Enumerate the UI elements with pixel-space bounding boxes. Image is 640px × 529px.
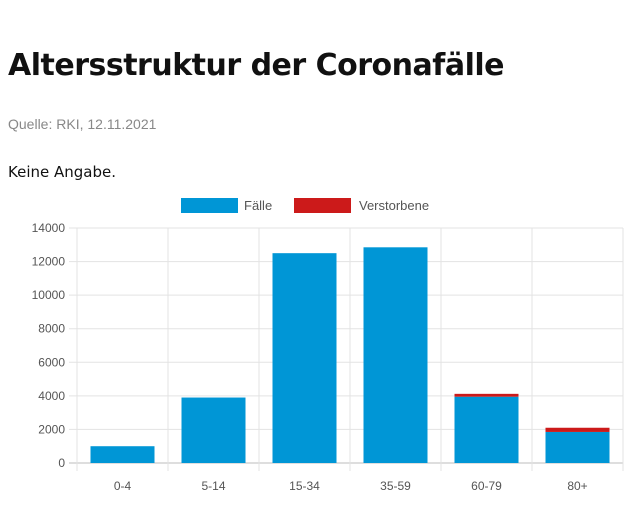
legend: Fälle Verstorbene xyxy=(181,198,429,213)
page-title: Altersstruktur der Coronafälle xyxy=(8,48,504,83)
y-tick-label: 8000 xyxy=(38,322,65,336)
bar-cases-35-59 xyxy=(363,247,428,463)
x-tick-label: 60-79 xyxy=(471,479,502,493)
legend-swatch-deaths xyxy=(294,198,351,213)
bar-deaths-60-79 xyxy=(454,393,519,397)
bar-cases-60-79 xyxy=(454,396,519,463)
legend-swatch-cases xyxy=(181,198,238,213)
y-tick-label: 10000 xyxy=(32,288,66,302)
y-tick-label: 2000 xyxy=(38,422,65,436)
y-tick-label: 4000 xyxy=(38,389,65,403)
x-tick-label: 80+ xyxy=(567,479,587,493)
bar-deaths-80+ xyxy=(545,427,610,432)
bar-cases-15-34 xyxy=(272,253,337,463)
bars xyxy=(90,247,610,463)
x-tick-label: 0-4 xyxy=(114,479,132,493)
y-tick-label: 14000 xyxy=(32,221,66,235)
bar-cases-0-4 xyxy=(90,446,155,463)
x-tick-label: 35-59 xyxy=(380,479,411,493)
x-axis: 0-4 5-14 15-34 35-59 60-79 80+ xyxy=(114,479,588,493)
legend-label-deaths: Verstorbene xyxy=(359,198,429,213)
gridlines xyxy=(69,227,624,471)
y-tick-label: 0 xyxy=(58,456,65,470)
bar-cases-5-14 xyxy=(181,397,246,463)
y-tick-label: 12000 xyxy=(32,255,66,269)
x-tick-label: 15-34 xyxy=(289,479,320,493)
chart-note: Keine Angabe. xyxy=(8,163,116,181)
y-axis: 0 2000 4000 6000 8000 10000 12000 14000 xyxy=(32,221,66,470)
x-tick-label: 5-14 xyxy=(201,479,225,493)
legend-label-cases: Fälle xyxy=(244,198,272,213)
age-structure-chart: 0 2000 4000 6000 8000 10000 12000 14000 0-4 5-14… xyxy=(32,198,624,493)
source-note: Quelle: RKI, 12.11.2021 xyxy=(8,116,157,132)
bar-cases-80+ xyxy=(545,431,610,463)
y-tick-label: 6000 xyxy=(38,355,65,369)
